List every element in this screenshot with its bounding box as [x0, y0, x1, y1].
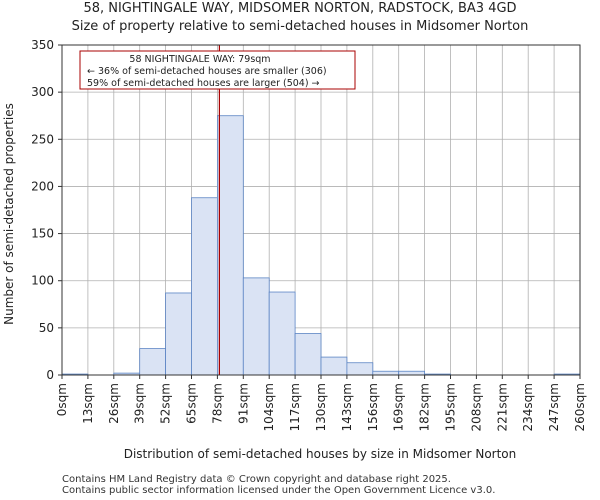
y-tick-label: 50: [39, 321, 54, 335]
y-tick-label: 150: [31, 227, 54, 241]
x-tick-label: 169sqm: [392, 383, 406, 431]
x-tick-label: 182sqm: [418, 383, 432, 431]
annotation-border: [79, 50, 356, 90]
y-axis-label: Number of semi-detached properties: [2, 103, 16, 325]
bars: [61, 115, 581, 376]
x-tick-label: 260sqm: [573, 383, 587, 431]
chart-title-line2: Size of property relative to semi-detach…: [71, 19, 529, 34]
x-tick-label: 234sqm: [521, 383, 535, 431]
histogram-bar: [191, 197, 218, 376]
x-tick-labels: 0sqm 13sqm 26sqm 39sqm 52sqm 65sqm 78sqm 91sqm 1…: [55, 375, 587, 431]
y-tick-label: 350: [31, 38, 54, 52]
histogram-bar: [372, 370, 400, 376]
annotation-box: 58 NIGHTINGALE WAY: 79sqm ← 36% of semi-…: [79, 50, 356, 90]
grid-lines: [61, 44, 581, 376]
histogram-bar: [346, 362, 374, 376]
x-tick-label: 195sqm: [444, 383, 458, 431]
histogram-bar: [139, 348, 166, 376]
x-tick-label: 156sqm: [366, 383, 380, 431]
histogram-bar: [268, 291, 296, 376]
x-tick-label: 39sqm: [133, 383, 147, 424]
footer-line2: Contains public sector information licen…: [62, 485, 496, 496]
x-tick-label: 65sqm: [185, 383, 199, 424]
x-tick-label: 78sqm: [210, 383, 224, 424]
footer-line1: Contains HM Land Registry data © Crown c…: [62, 474, 451, 485]
histogram-bar: [398, 370, 426, 376]
footer: Contains HM Land Registry data © Crown c…: [62, 474, 495, 496]
histogram-bar: [216, 115, 244, 376]
x-tick-label: 104sqm: [262, 383, 276, 431]
histogram-bar: [320, 356, 348, 376]
x-tick-label: 117sqm: [288, 383, 302, 431]
x-tick-label: 26sqm: [107, 383, 121, 424]
x-tick-label: 247sqm: [547, 383, 561, 431]
annotation-line1: 58 NIGHTINGALE WAY: 79sqm: [129, 54, 270, 65]
y-tick-label: 250: [31, 132, 54, 146]
y-tick-label: 300: [31, 85, 54, 99]
histogram-bar: [242, 277, 270, 376]
histogram-bar: [294, 333, 322, 376]
histogram-bar: [165, 292, 192, 376]
x-tick-label: 208sqm: [469, 383, 483, 431]
x-tick-label: 13sqm: [81, 383, 95, 424]
x-axis-label: Distribution of semi-detached houses by …: [124, 447, 517, 461]
x-tick-label: 143sqm: [340, 383, 354, 431]
x-tick-label: 91sqm: [236, 383, 250, 424]
x-tick-label: 52sqm: [159, 383, 173, 424]
annotation-line2: ← 36% of semi-detached houses are smalle…: [87, 66, 327, 77]
y-tick-labels: 0 50 100 150 200 250 300 350: [31, 38, 62, 382]
y-tick-label: 200: [31, 179, 54, 193]
x-tick-label: 130sqm: [314, 383, 328, 431]
annotation-line3: 59% of semi-detached houses are larger (…: [87, 78, 320, 89]
chart-title: 58, NIGHTINGALE WAY, MIDSOMER NORTON, RA…: [0, 0, 600, 36]
y-tick-label: 0: [46, 368, 54, 382]
y-tick-label: 100: [31, 274, 54, 288]
x-tick-label: 221sqm: [495, 383, 509, 431]
x-tick-label: 0sqm: [55, 383, 69, 416]
chart-title-line1: 58, NIGHTINGALE WAY, MIDSOMER NORTON, RA…: [83, 1, 517, 16]
